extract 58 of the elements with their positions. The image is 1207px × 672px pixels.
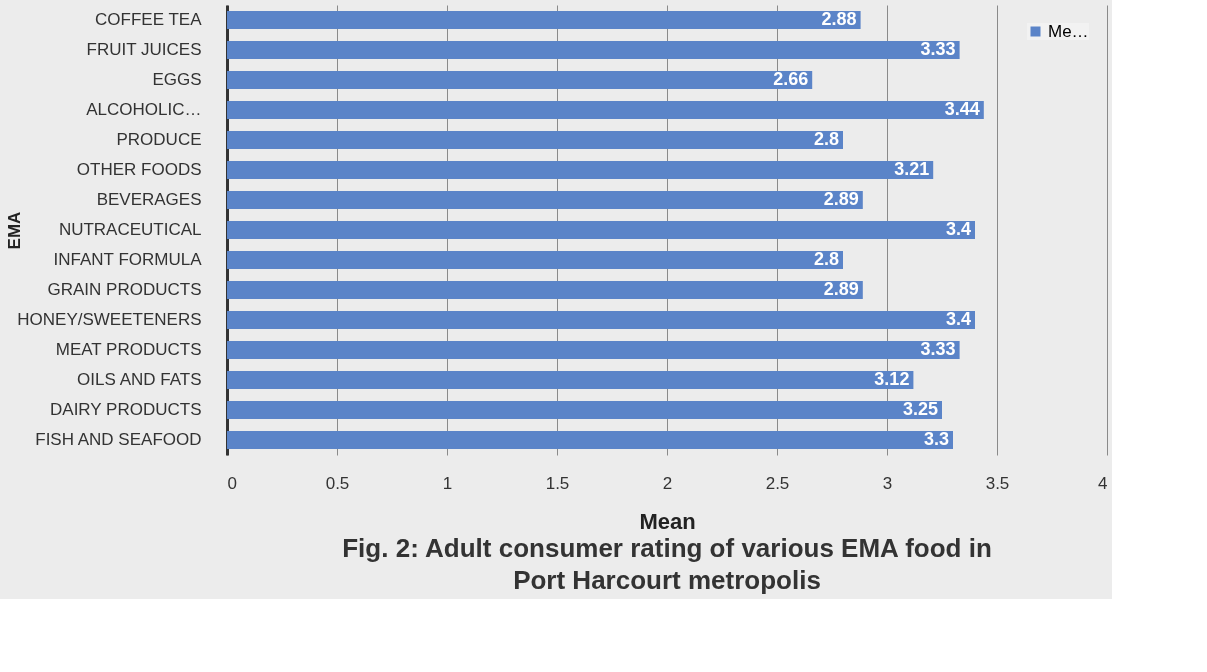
x-tick-label: 3 — [882, 473, 893, 493]
data-label: 3.33 — [920, 39, 956, 59]
y-tick-label: FRUIT JUICES — [86, 40, 202, 59]
data-label: 3.44 — [944, 99, 980, 119]
legend-label: Me… — [1048, 21, 1089, 41]
data-label: 2.88 — [821, 9, 857, 29]
bar — [227, 41, 960, 59]
bar — [227, 221, 975, 239]
y-axis-title: EMA — [4, 211, 24, 250]
y-tick-label: HONEY/SWEETENERS — [17, 310, 202, 329]
y-tick-label: INFANT FORMULA — [53, 250, 203, 269]
data-label: 3.21 — [894, 159, 930, 179]
bar — [227, 191, 863, 209]
y-tick-label: ALCOHOLIC… — [86, 100, 202, 119]
x-tick-label: 4 — [1098, 473, 1108, 493]
y-tick-label: DAIRY PRODUCTS — [50, 400, 202, 419]
bar — [227, 101, 984, 119]
bar — [227, 431, 953, 449]
data-label: 2.8 — [813, 129, 839, 149]
data-label: 3.12 — [874, 369, 910, 389]
data-label: 3.25 — [902, 399, 938, 419]
y-tick-label: MEAT PRODUCTS — [55, 340, 202, 359]
bar — [227, 161, 934, 179]
data-label: 3.4 — [945, 219, 971, 239]
bar — [227, 401, 942, 419]
y-tick-label: COFFEE TEA — [95, 10, 203, 29]
x-tick-label: 1.5 — [545, 473, 570, 493]
data-label: 3.33 — [920, 339, 956, 359]
y-tick-label: FISH AND SEAFOOD — [35, 430, 202, 449]
x-tick-label: 1 — [442, 473, 453, 493]
data-label: 2.8 — [813, 249, 839, 269]
data-label: 3.4 — [945, 309, 971, 329]
y-tick-label: PRODUCE — [116, 130, 202, 149]
bar — [227, 251, 843, 269]
y-tick-label: NUTRACEUTICAL — [58, 220, 202, 239]
y-tick-label: BEVERAGES — [96, 190, 202, 209]
x-tick-label: 0 — [227, 473, 237, 493]
bar — [227, 281, 863, 299]
x-axis-title: Mean — [639, 508, 696, 534]
bar — [227, 131, 843, 149]
data-label: 2.66 — [773, 69, 809, 89]
x-tick-label: 2.5 — [765, 473, 790, 493]
y-tick-label: OTHER FOODS — [76, 160, 202, 179]
bar — [227, 71, 813, 89]
y-tick-label: EGGS — [152, 70, 202, 89]
x-tick-label: 3.5 — [985, 473, 1010, 493]
text: Fig. 2: Adult consumer rating of various EMA food in Port Harcourt metropolis — [342, 533, 992, 595]
bar — [227, 371, 914, 389]
y-tick-label: GRAIN PRODUCTS — [47, 280, 202, 299]
data-label: 2.89 — [823, 279, 859, 299]
data-label: 2.89 — [823, 189, 859, 209]
x-tick-label: 2 — [662, 473, 673, 493]
x-tick-label: 0.5 — [325, 473, 350, 493]
bar — [227, 341, 960, 359]
bar — [227, 311, 975, 329]
bar — [227, 11, 861, 29]
y-tick-label: OILS AND FATS — [77, 370, 202, 389]
data-label: 3.3 — [923, 429, 949, 449]
